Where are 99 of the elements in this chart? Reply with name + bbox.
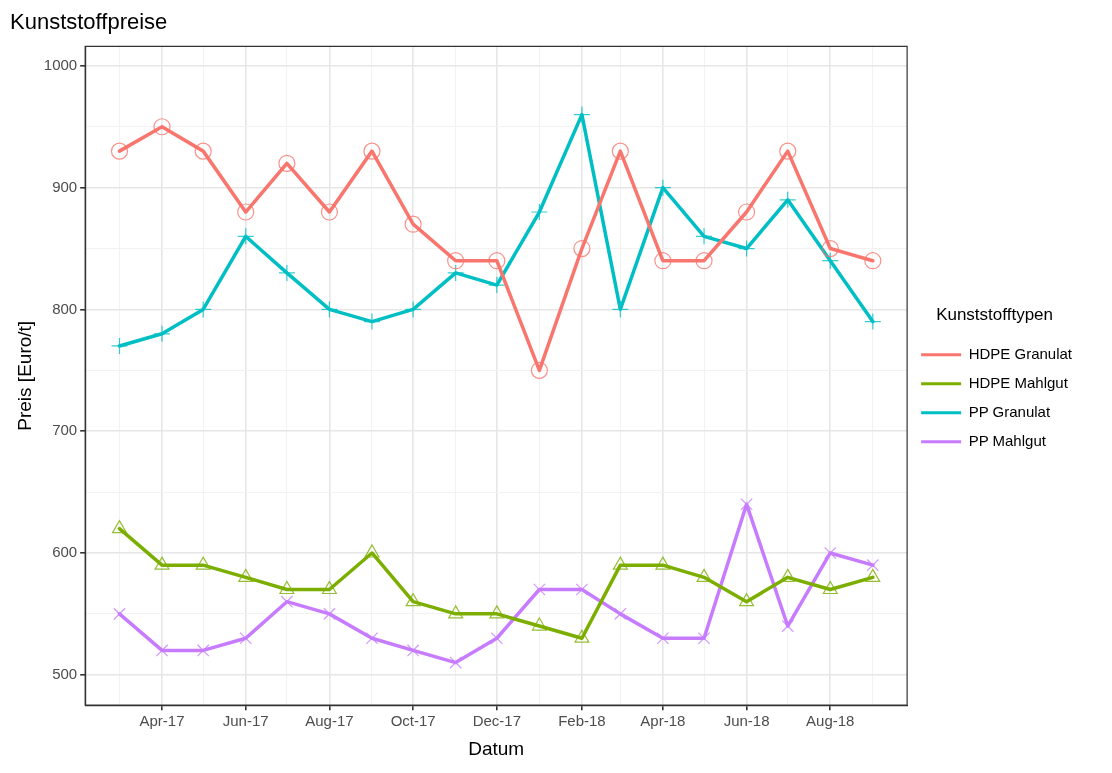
point xyxy=(740,498,753,511)
point xyxy=(365,631,379,645)
legend-label: HDPE Mahlgut xyxy=(968,373,1069,391)
point xyxy=(323,607,336,621)
point xyxy=(656,631,670,645)
point xyxy=(654,179,672,197)
x-tick-label: Dec-17 xyxy=(472,712,522,730)
point xyxy=(866,558,880,572)
y-axis-title: Preis [Euro/t] xyxy=(13,320,35,431)
point xyxy=(406,644,420,657)
point xyxy=(533,583,546,596)
point xyxy=(695,252,713,270)
point xyxy=(574,629,590,643)
point xyxy=(612,556,628,570)
point xyxy=(489,605,505,619)
y-tick-label: 500 xyxy=(52,664,78,682)
x-tick-label: Oct-17 xyxy=(390,712,436,730)
point xyxy=(739,593,755,607)
point xyxy=(575,583,589,596)
point xyxy=(278,154,296,172)
point xyxy=(237,203,255,221)
point xyxy=(320,300,339,319)
point xyxy=(695,227,713,245)
chart-title: Kunststoffpreise xyxy=(10,9,168,35)
point xyxy=(779,191,797,209)
point xyxy=(654,252,672,270)
point xyxy=(864,252,882,270)
point xyxy=(320,203,339,221)
point xyxy=(573,105,591,124)
point xyxy=(779,142,797,160)
point xyxy=(530,203,548,221)
point xyxy=(279,580,295,595)
point xyxy=(363,313,381,331)
x-tick-label: Apr-18 xyxy=(640,712,686,730)
x-tick-label: Feb-18 xyxy=(558,712,606,730)
point xyxy=(696,568,712,582)
point xyxy=(239,631,252,645)
legend-label: PP Mahlgut xyxy=(968,431,1047,449)
point xyxy=(821,252,839,270)
point xyxy=(614,607,627,621)
point xyxy=(448,605,464,619)
x-tick-label: Apr-17 xyxy=(139,712,185,730)
point xyxy=(864,313,882,331)
point xyxy=(278,264,296,282)
point xyxy=(110,142,129,160)
legend-label: PP Granulat xyxy=(968,402,1051,420)
x-tick-label: Aug-18 xyxy=(806,712,855,730)
point xyxy=(530,361,548,379)
point xyxy=(238,568,254,582)
point xyxy=(822,580,838,595)
point xyxy=(113,607,126,621)
point xyxy=(611,300,629,319)
point xyxy=(781,619,794,633)
point xyxy=(488,252,506,270)
point xyxy=(321,580,337,595)
point xyxy=(780,568,796,582)
point xyxy=(821,239,839,258)
point xyxy=(194,142,212,160)
point xyxy=(531,617,547,631)
legend-label: HDPE Granulat xyxy=(968,344,1073,362)
point xyxy=(155,644,169,657)
point xyxy=(488,276,506,294)
point xyxy=(405,593,421,607)
point xyxy=(194,300,212,319)
y-tick-label: 700 xyxy=(52,421,78,439)
y-tick-label: 800 xyxy=(52,299,78,317)
legend-title: Kunststofftypen xyxy=(936,304,1053,324)
x-tick-label: Jun-17 xyxy=(222,712,269,730)
point xyxy=(404,300,422,319)
point xyxy=(865,568,881,582)
x-tick-label: Aug-17 xyxy=(305,712,354,730)
y-tick-label: 900 xyxy=(52,177,78,195)
point xyxy=(153,118,171,136)
x-tick-label: Jun-18 xyxy=(723,712,770,730)
point xyxy=(237,227,255,245)
point xyxy=(655,556,671,570)
point xyxy=(404,215,422,233)
point xyxy=(110,337,129,355)
y-tick-label: 600 xyxy=(52,543,78,561)
point xyxy=(154,556,170,570)
point xyxy=(449,656,462,669)
point xyxy=(447,252,465,270)
point xyxy=(824,546,837,560)
point xyxy=(364,544,380,558)
y-tick-label: 1000 xyxy=(43,56,78,74)
point xyxy=(196,644,210,657)
point xyxy=(111,520,127,534)
point xyxy=(573,239,591,258)
point xyxy=(737,239,756,258)
x-axis-title: Datum xyxy=(468,737,525,759)
point xyxy=(447,264,465,282)
point xyxy=(611,142,629,160)
point xyxy=(737,203,756,221)
point xyxy=(490,631,504,645)
point xyxy=(195,556,211,570)
point xyxy=(153,325,171,343)
point xyxy=(697,631,711,645)
point xyxy=(363,142,381,160)
point xyxy=(280,595,294,608)
